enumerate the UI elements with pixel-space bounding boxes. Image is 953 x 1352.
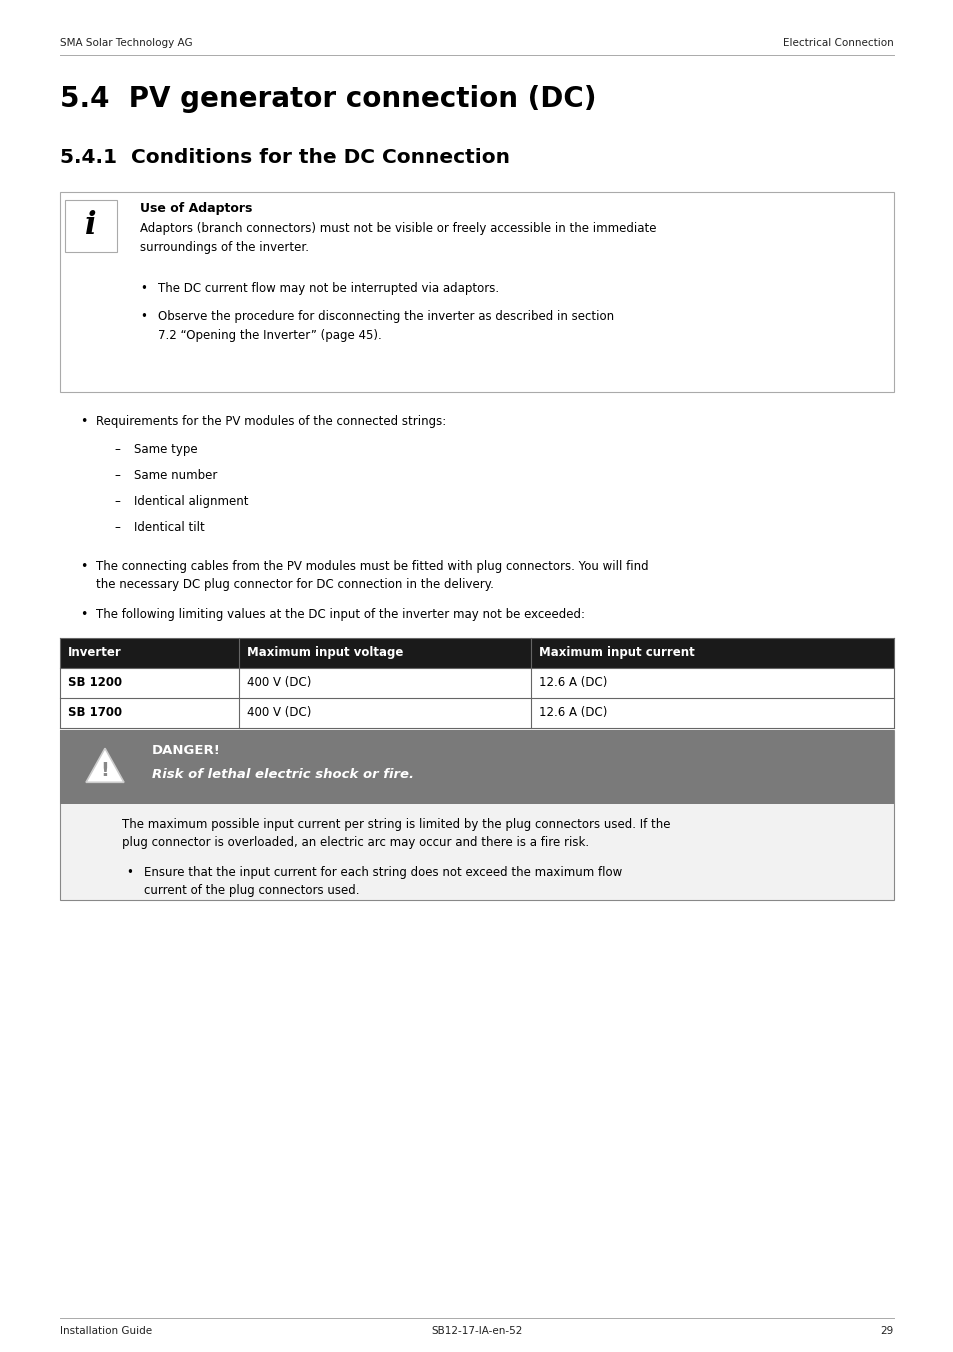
Text: Installation Guide: Installation Guide — [60, 1326, 152, 1336]
Text: The maximum possible input current per string is limited by the plug connectors : The maximum possible input current per s… — [122, 818, 670, 831]
Bar — [60, 192, 893, 392]
Text: •: • — [140, 283, 147, 295]
Text: 5.4  PV generator connection (DC): 5.4 PV generator connection (DC) — [60, 85, 596, 114]
Text: •: • — [80, 560, 88, 573]
Text: i: i — [85, 211, 96, 242]
Text: Identical tilt: Identical tilt — [133, 521, 205, 534]
Text: •: • — [126, 867, 132, 879]
Text: 12.6 A (DC): 12.6 A (DC) — [538, 676, 607, 690]
Text: !: ! — [100, 761, 110, 780]
Text: Identical alignment: Identical alignment — [133, 495, 248, 508]
Text: –: – — [113, 443, 120, 456]
Text: Maximum input current: Maximum input current — [538, 646, 694, 658]
Bar — [65, 200, 117, 251]
Text: 400 V (DC): 400 V (DC) — [247, 676, 312, 690]
Text: DANGER!: DANGER! — [152, 744, 221, 757]
Text: Requirements for the PV modules of the connected strings:: Requirements for the PV modules of the c… — [96, 415, 446, 429]
Text: •: • — [80, 415, 88, 429]
Text: –: – — [113, 469, 120, 483]
Text: Same type: Same type — [133, 443, 197, 456]
Text: 29: 29 — [880, 1326, 893, 1336]
Text: Use of Adaptors: Use of Adaptors — [140, 201, 253, 215]
Bar — [60, 638, 893, 668]
Text: –: – — [113, 521, 120, 534]
Text: –: – — [113, 495, 120, 508]
Text: the necessary DC plug connector for DC connection in the delivery.: the necessary DC plug connector for DC c… — [96, 579, 494, 591]
Text: Observe the procedure for disconnecting the inverter as described in section
7.2: Observe the procedure for disconnecting … — [158, 310, 614, 342]
Text: SB 1700: SB 1700 — [68, 706, 122, 719]
Text: current of the plug connectors used.: current of the plug connectors used. — [144, 884, 359, 896]
Bar — [60, 730, 893, 900]
Text: SB12-17-IA-en-52: SB12-17-IA-en-52 — [431, 1326, 522, 1336]
Text: 5.4.1  Conditions for the DC Connection: 5.4.1 Conditions for the DC Connection — [60, 147, 510, 168]
Text: Adaptors (branch connectors) must not be visible or freely accessible in the imm: Adaptors (branch connectors) must not be… — [140, 222, 656, 254]
Text: Same number: Same number — [133, 469, 217, 483]
Text: SB 1200: SB 1200 — [68, 676, 122, 690]
Text: The connecting cables from the PV modules must be fitted with plug connectors. Y: The connecting cables from the PV module… — [96, 560, 648, 573]
Text: The following limiting values at the DC input of the inverter may not be exceede: The following limiting values at the DC … — [96, 608, 584, 621]
Text: •: • — [80, 608, 88, 621]
Text: •: • — [140, 310, 147, 323]
Text: 12.6 A (DC): 12.6 A (DC) — [538, 706, 607, 719]
Text: Inverter: Inverter — [68, 646, 122, 658]
Text: plug connector is overloaded, an electric arc may occur and there is a fire risk: plug connector is overloaded, an electri… — [122, 836, 589, 849]
Text: SMA Solar Technology AG: SMA Solar Technology AG — [60, 38, 193, 49]
Text: 400 V (DC): 400 V (DC) — [247, 706, 312, 719]
Text: Electrical Connection: Electrical Connection — [782, 38, 893, 49]
Text: Risk of lethal electric shock or fire.: Risk of lethal electric shock or fire. — [152, 768, 414, 781]
Text: Maximum input voltage: Maximum input voltage — [247, 646, 403, 658]
Text: Ensure that the input current for each string does not exceed the maximum flow: Ensure that the input current for each s… — [144, 867, 621, 879]
Polygon shape — [86, 748, 124, 783]
Bar — [60, 730, 893, 804]
Text: The DC current flow may not be interrupted via adaptors.: The DC current flow may not be interrupt… — [158, 283, 498, 295]
